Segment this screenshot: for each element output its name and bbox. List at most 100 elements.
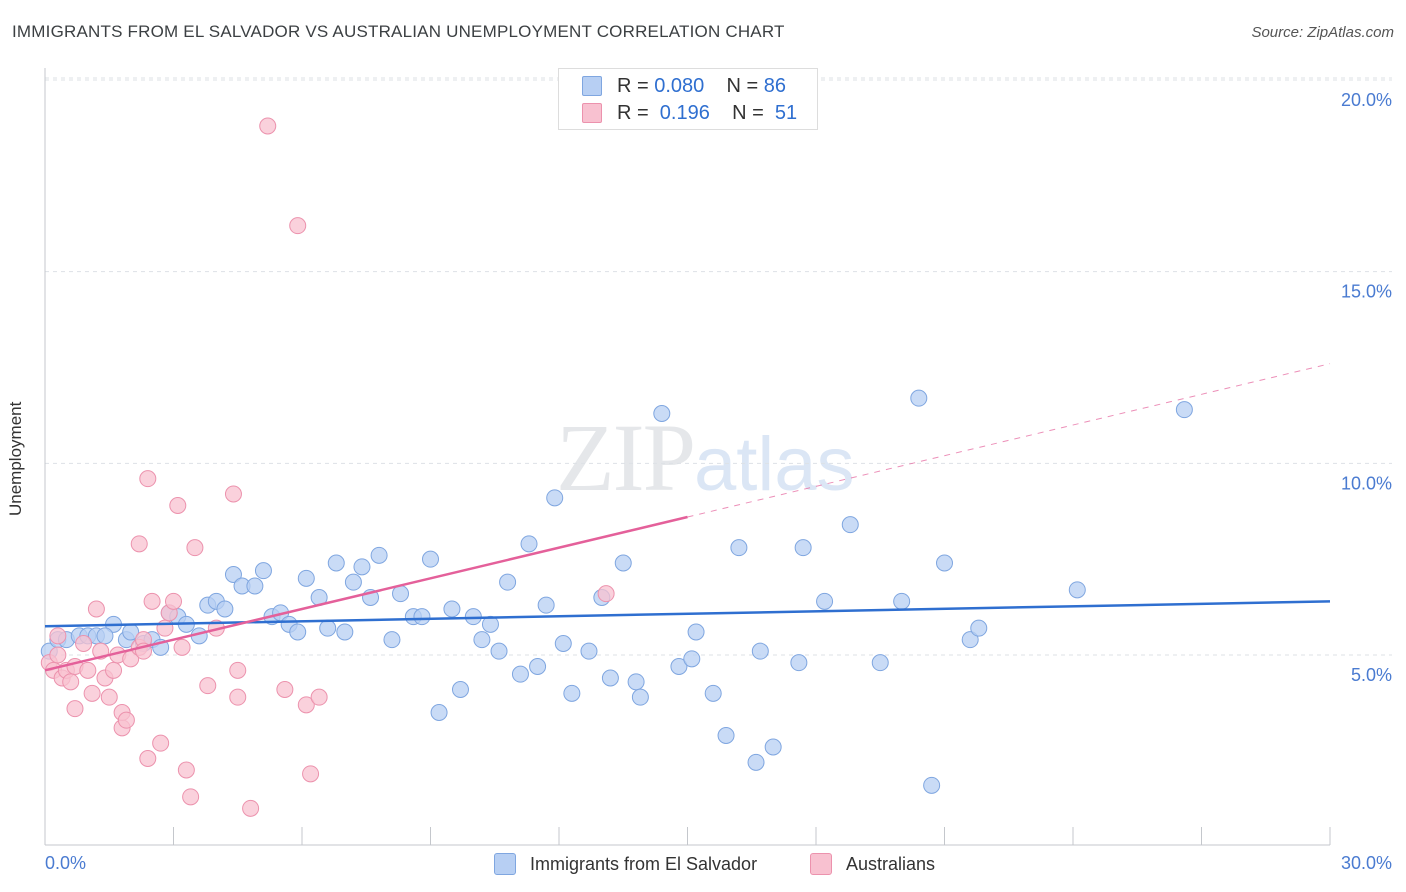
point-el-salvador (751, 642, 769, 660)
watermark-atlas: atlas (694, 422, 855, 507)
point-el-salvador (794, 539, 812, 557)
point-el-salvador (289, 623, 307, 641)
grid-layer (45, 77, 1392, 656)
trend-line-australians (44, 515, 688, 672)
point-el-salvador (246, 577, 264, 595)
point-el-salvador (370, 546, 388, 564)
point-australians (117, 711, 135, 729)
point-australians (49, 646, 67, 664)
legend-item-australians: Australians (810, 853, 935, 875)
point-el-salvador (520, 535, 538, 553)
point-el-salvador (683, 650, 701, 668)
point-el-salvador (816, 592, 834, 610)
point-el-salvador (670, 658, 688, 675)
point-el-salvador (747, 753, 765, 771)
axes-layer (44, 68, 1331, 846)
x-tick-label: 30.0% (1341, 853, 1392, 873)
point-el-salvador (537, 596, 555, 614)
point-el-salvador (871, 654, 889, 672)
r-value: 0.080 (654, 74, 705, 97)
point-australians (143, 592, 161, 610)
chart-title: IMMIGRANTS FROM EL SALVADOR VS AUSTRALIA… (12, 22, 785, 41)
point-australians (276, 681, 294, 698)
point-australians (66, 700, 84, 718)
point-el-salvador (451, 681, 469, 698)
point-el-salvador (910, 389, 928, 407)
point-australians (87, 600, 105, 618)
point-el-salvador (936, 554, 953, 572)
point-el-salvador (336, 623, 354, 641)
point-el-salvador (554, 635, 572, 652)
point-el-salvador (717, 727, 735, 744)
n-label: N = (726, 74, 764, 97)
source-label: Source: ZipAtlas.com (1251, 24, 1394, 41)
legend-swatch-blue (582, 76, 602, 96)
point-el-salvador (580, 642, 598, 660)
point-el-salvador (422, 550, 439, 568)
point-australians (173, 638, 191, 656)
n-value: 51 (769, 101, 798, 124)
point-australians (186, 539, 204, 557)
legend-label: Immigrants from El Salvador (530, 853, 758, 874)
point-el-salvador (893, 592, 911, 610)
point-australians (297, 696, 315, 714)
point-australians (229, 688, 247, 706)
trend-layer (44, 363, 1331, 672)
stats-text-blue: R = 0.080 N = 86 (617, 75, 786, 98)
point-australians (182, 788, 200, 806)
point-el-salvador (653, 405, 671, 422)
point-el-salvador (970, 619, 988, 637)
point-el-salvador (353, 558, 371, 576)
point-el-salvador (790, 654, 808, 672)
point-el-salvador (224, 566, 242, 583)
watermark: ZIPatlas (556, 402, 855, 513)
legend-item-el-salvador: Immigrants from El Salvador (494, 853, 757, 875)
point-australians (139, 750, 157, 767)
point-el-salvador (961, 631, 979, 649)
n-value: 86 (763, 74, 787, 97)
legend-swatch-pink (810, 853, 832, 875)
trend-line-australians-extrapolated (687, 363, 1331, 518)
point-el-salvador (923, 776, 941, 794)
point-australians (169, 497, 187, 514)
y-tick-label: 20.0% (1341, 90, 1392, 110)
point-el-salvador (96, 627, 114, 645)
legend-label: Australians (846, 853, 936, 874)
y-tick-label: 15.0% (1341, 282, 1392, 302)
stats-text-pink: R = 0.196 N = 51 (617, 102, 797, 125)
point-el-salvador (297, 569, 315, 587)
point-australians (289, 217, 307, 235)
points-layer (40, 117, 1193, 817)
point-australians (177, 761, 195, 779)
point-australians (139, 470, 157, 488)
legend-swatch-blue (494, 853, 516, 875)
point-el-salvador (601, 669, 619, 687)
point-el-salvador (254, 562, 272, 580)
point-el-salvador (764, 738, 782, 756)
legend-swatch-pink (582, 103, 602, 123)
point-el-salvador (1068, 581, 1086, 599)
r-label: R = (617, 101, 655, 124)
point-el-salvador (546, 489, 564, 507)
point-el-salvador (344, 573, 362, 591)
point-el-salvador (631, 688, 649, 706)
point-el-salvador (627, 673, 645, 691)
point-australians (75, 635, 93, 652)
r-value: 0.196 (654, 101, 710, 124)
point-el-salvador (490, 642, 508, 660)
point-el-salvador (383, 631, 401, 649)
point-australians (62, 673, 80, 691)
point-australians (310, 688, 328, 706)
y-tick-label: 10.0% (1341, 473, 1392, 493)
point-el-salvador (319, 619, 337, 637)
point-el-salvador (511, 665, 529, 683)
point-australians (242, 799, 260, 817)
r-label: R = (617, 74, 655, 97)
point-australians (79, 661, 97, 679)
stats-legend: R = 0.080 N = 86 R = 0.196 N = 51 (558, 68, 818, 130)
tick-label-layer: 5.0% 10.0% 15.0% 20.0% 0.0% 30.0% (45, 90, 1392, 873)
point-el-salvador (443, 600, 461, 618)
point-el-salvador (614, 554, 632, 572)
n-label: N = (732, 101, 770, 124)
